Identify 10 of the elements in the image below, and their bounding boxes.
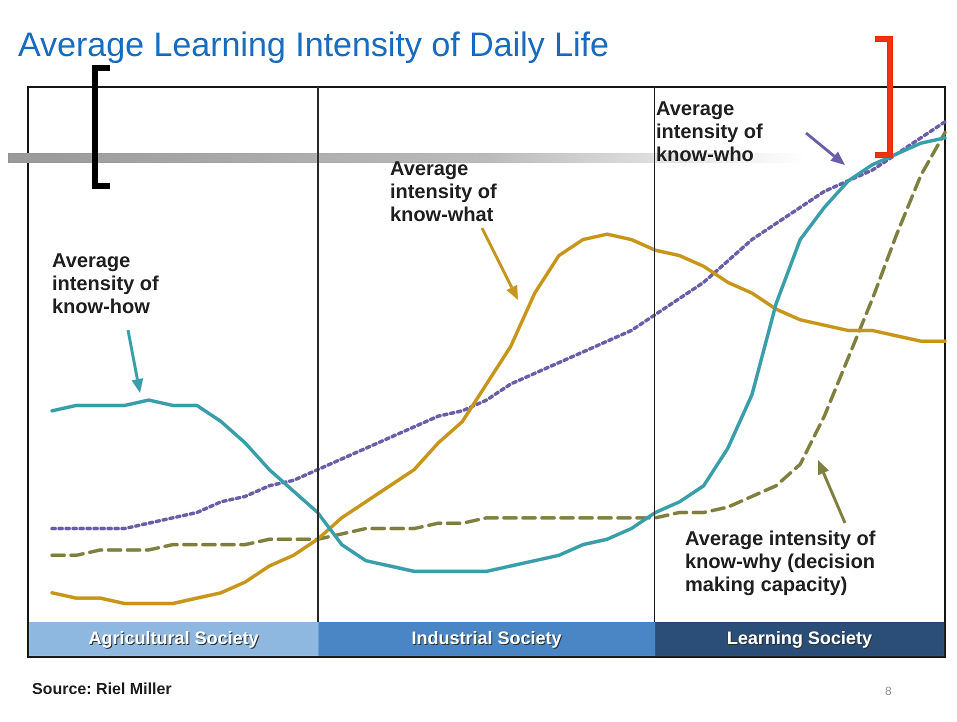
series-label: Industrial Society	[411, 628, 562, 648]
series-label: Learning Society	[726, 628, 872, 648]
annotation: Average intensity of know-how	[52, 250, 160, 319]
source-note: Source: Riel Miller	[32, 680, 173, 700]
series-label: Agricultural Society	[88, 628, 259, 648]
chart-title: Average Learning Intensity of Daily Life	[18, 26, 609, 65]
annotation: Average intensity of know-what	[390, 158, 498, 227]
annotation: Average intensity of know-why (decision making capacity)	[685, 528, 876, 597]
text: 8	[885, 683, 893, 700]
annotation: Average intensity of know-who	[656, 98, 764, 167]
